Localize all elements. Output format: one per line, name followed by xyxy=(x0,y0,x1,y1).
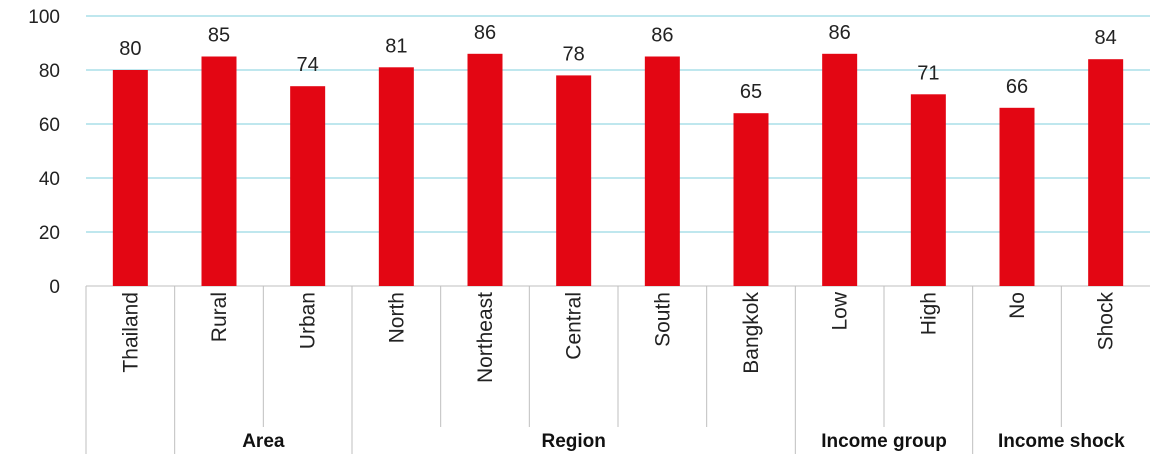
y-tick-label: 60 xyxy=(39,115,60,136)
y-tick-label: 0 xyxy=(49,277,60,298)
category-label: Thailand xyxy=(119,292,142,373)
data-label: 84 xyxy=(1095,27,1117,49)
bar xyxy=(467,53,503,286)
y-axis-ticks: 0 20 40 60 80 100 xyxy=(28,7,60,298)
bars xyxy=(112,53,1124,287)
data-label: 81 xyxy=(385,35,407,57)
category-label: Northeast xyxy=(474,292,497,383)
bar xyxy=(822,53,858,286)
category-label: Urban xyxy=(297,292,320,349)
data-label: 86 xyxy=(651,25,673,47)
bar xyxy=(910,94,946,286)
category-label: High xyxy=(917,292,940,335)
category-label: South xyxy=(651,292,674,347)
group-label: Income shock xyxy=(998,431,1125,452)
category-labels: Thailand Rural Urban North Northeast Central S… xyxy=(119,291,1117,383)
bar xyxy=(378,67,414,286)
data-labels: 80 85 74 81 86 78 86 65 86 71 66 84 xyxy=(119,22,1117,103)
bar xyxy=(556,75,592,287)
category-label: Shock xyxy=(1095,292,1118,351)
data-label: 86 xyxy=(474,22,496,44)
data-label: 78 xyxy=(563,43,585,65)
category-label: Rural xyxy=(208,292,231,342)
data-label: 86 xyxy=(829,22,851,44)
y-tick-label: 100 xyxy=(28,7,60,28)
category-label: Central xyxy=(563,292,586,360)
gridlines xyxy=(86,15,1150,287)
y-tick-label: 20 xyxy=(39,223,60,244)
data-label: 65 xyxy=(740,81,762,103)
category-label: No xyxy=(1006,292,1029,319)
group-labels: Area Region Income group Income shock xyxy=(242,431,1125,452)
bar xyxy=(644,56,680,286)
category-label: North xyxy=(385,292,408,343)
group-label: Income group xyxy=(821,431,947,452)
bar xyxy=(999,107,1035,286)
bar xyxy=(112,70,148,286)
data-label: 66 xyxy=(1006,76,1028,98)
category-separators xyxy=(85,286,1062,454)
bar xyxy=(201,56,237,286)
y-tick-label: 40 xyxy=(39,169,60,190)
data-label: 71 xyxy=(917,62,939,84)
data-label: 85 xyxy=(208,25,230,47)
data-label: 80 xyxy=(119,38,141,60)
y-tick-label: 80 xyxy=(39,61,60,82)
bar xyxy=(290,86,326,286)
group-label: Area xyxy=(242,431,285,452)
data-label: 74 xyxy=(297,54,319,76)
bar xyxy=(1088,59,1124,287)
category-label: Bangkok xyxy=(740,292,763,374)
category-label: Low xyxy=(829,291,852,330)
group-label: Region xyxy=(541,431,605,452)
bar xyxy=(733,113,769,286)
